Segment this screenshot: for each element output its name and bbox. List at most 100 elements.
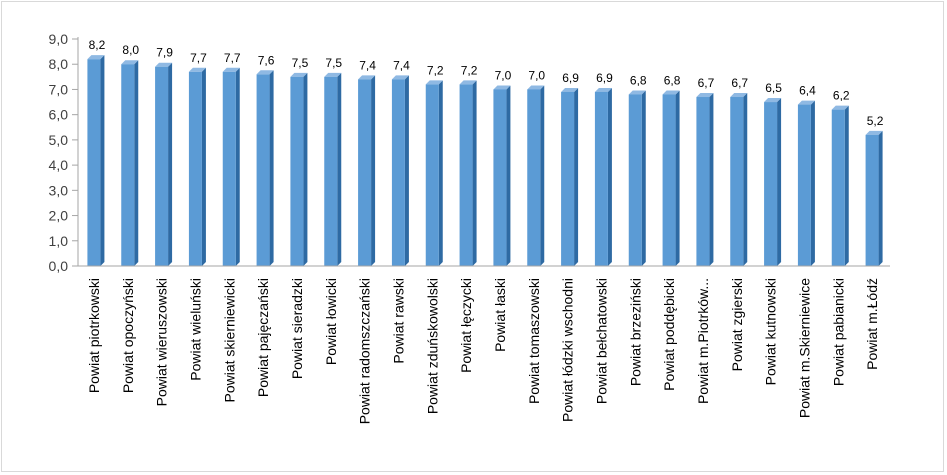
- bar-side: [134, 60, 139, 266]
- bar: [87, 55, 105, 266]
- bar-top: [696, 93, 714, 98]
- bar-side: [844, 105, 849, 266]
- bar: [628, 90, 646, 266]
- category-label: Powiat zduńskowolski: [424, 278, 440, 414]
- bar: [324, 72, 342, 266]
- bar-side: [810, 100, 815, 266]
- bar-top: [764, 98, 782, 103]
- bar-side: [269, 70, 274, 266]
- bar-top: [121, 60, 139, 65]
- data-label: 6,8: [630, 73, 647, 87]
- bar: [662, 90, 680, 266]
- bar-front: [662, 94, 676, 266]
- bar-side: [438, 80, 443, 267]
- bar: [290, 72, 308, 266]
- y-tick-label: 7,0: [49, 81, 69, 97]
- data-label: 7,5: [325, 56, 342, 70]
- bar-top: [188, 67, 206, 72]
- bar-side: [472, 80, 477, 267]
- bar-side: [168, 62, 173, 266]
- bar-front: [831, 109, 845, 266]
- bar-side: [371, 75, 376, 266]
- bar: [797, 100, 815, 266]
- y-tick-label: 9,0: [49, 31, 69, 47]
- bar-front: [358, 79, 372, 266]
- category-label: Powiat wieruszowski: [154, 278, 170, 406]
- bar-top: [425, 80, 443, 85]
- category-label: Powiat pajęczański: [255, 278, 271, 397]
- data-label: 8,0: [122, 43, 139, 57]
- data-label: 6,4: [799, 84, 816, 98]
- category-label: Powiat rawski: [390, 278, 406, 364]
- data-label: 7,0: [528, 68, 545, 82]
- bar-side: [777, 98, 782, 266]
- bar-front: [290, 76, 304, 266]
- data-label: 8,2: [89, 38, 106, 52]
- bar: [831, 105, 849, 266]
- bar-front: [628, 94, 642, 266]
- bar-front: [256, 74, 270, 266]
- bar-front: [764, 102, 778, 266]
- bar-side: [709, 93, 714, 266]
- category-label: Powiat opoczyński: [120, 278, 136, 393]
- bar-side: [506, 85, 511, 266]
- bar-front: [527, 89, 541, 266]
- y-tick-label: 3,0: [49, 182, 69, 198]
- bar: [391, 75, 409, 266]
- bar-side: [337, 72, 342, 266]
- bar-top: [391, 75, 409, 80]
- bar-side: [574, 87, 579, 266]
- category-label: Powiat zgierski: [729, 278, 745, 371]
- bar-top: [527, 85, 545, 90]
- bar: [155, 62, 173, 266]
- category-label: Powiat brzeziński: [627, 278, 643, 386]
- bar-top: [358, 75, 376, 80]
- bar: [188, 67, 206, 267]
- y-tick-label: 8,0: [49, 56, 69, 72]
- y-tick-label: 6,0: [49, 107, 69, 123]
- data-label: 6,7: [731, 76, 748, 90]
- bar-front: [155, 66, 169, 266]
- bar: [493, 85, 511, 266]
- y-tick-label: 0,0: [49, 258, 69, 274]
- bar-front: [493, 89, 507, 266]
- bar-side: [675, 90, 680, 266]
- data-label: 7,5: [292, 56, 309, 70]
- bar-side: [404, 75, 409, 266]
- bar-front: [121, 64, 135, 266]
- bar: [358, 75, 376, 266]
- bar-top: [831, 105, 849, 110]
- data-label: 6,7: [698, 76, 715, 90]
- bar-top: [628, 90, 646, 95]
- data-label: 6,5: [765, 81, 782, 95]
- bar: [121, 60, 139, 266]
- bar-top: [87, 55, 105, 60]
- bar-top: [155, 62, 173, 67]
- data-label: 6,2: [833, 89, 850, 103]
- bar-side: [303, 72, 308, 266]
- data-label: 6,9: [562, 71, 579, 85]
- y-tick-label: 1,0: [49, 233, 69, 249]
- bar-top: [594, 87, 612, 92]
- bar-top: [662, 90, 680, 95]
- data-label: 7,2: [461, 63, 478, 77]
- bar-front: [425, 84, 439, 267]
- bar: [222, 67, 240, 267]
- category-label: Powiat m.Łódź: [864, 278, 880, 370]
- bar-front: [459, 84, 473, 267]
- bar-side: [878, 130, 883, 266]
- category-label: Powiat łęczycki: [458, 278, 474, 373]
- bar-top: [493, 85, 511, 90]
- category-label: Powiat m.Piotrków...: [695, 278, 711, 404]
- data-label: 7,2: [427, 63, 444, 77]
- category-label: Powiat pabianicki: [830, 278, 846, 386]
- category-label: Powiat poddębicki: [661, 278, 677, 391]
- y-tick-label: 4,0: [49, 157, 69, 173]
- bar-front: [222, 71, 236, 267]
- bar: [764, 98, 782, 266]
- bar-top: [797, 100, 815, 105]
- data-label: 7,7: [190, 51, 207, 65]
- bar-side: [743, 93, 748, 266]
- data-label: 7,9: [156, 46, 173, 60]
- bar: [425, 80, 443, 267]
